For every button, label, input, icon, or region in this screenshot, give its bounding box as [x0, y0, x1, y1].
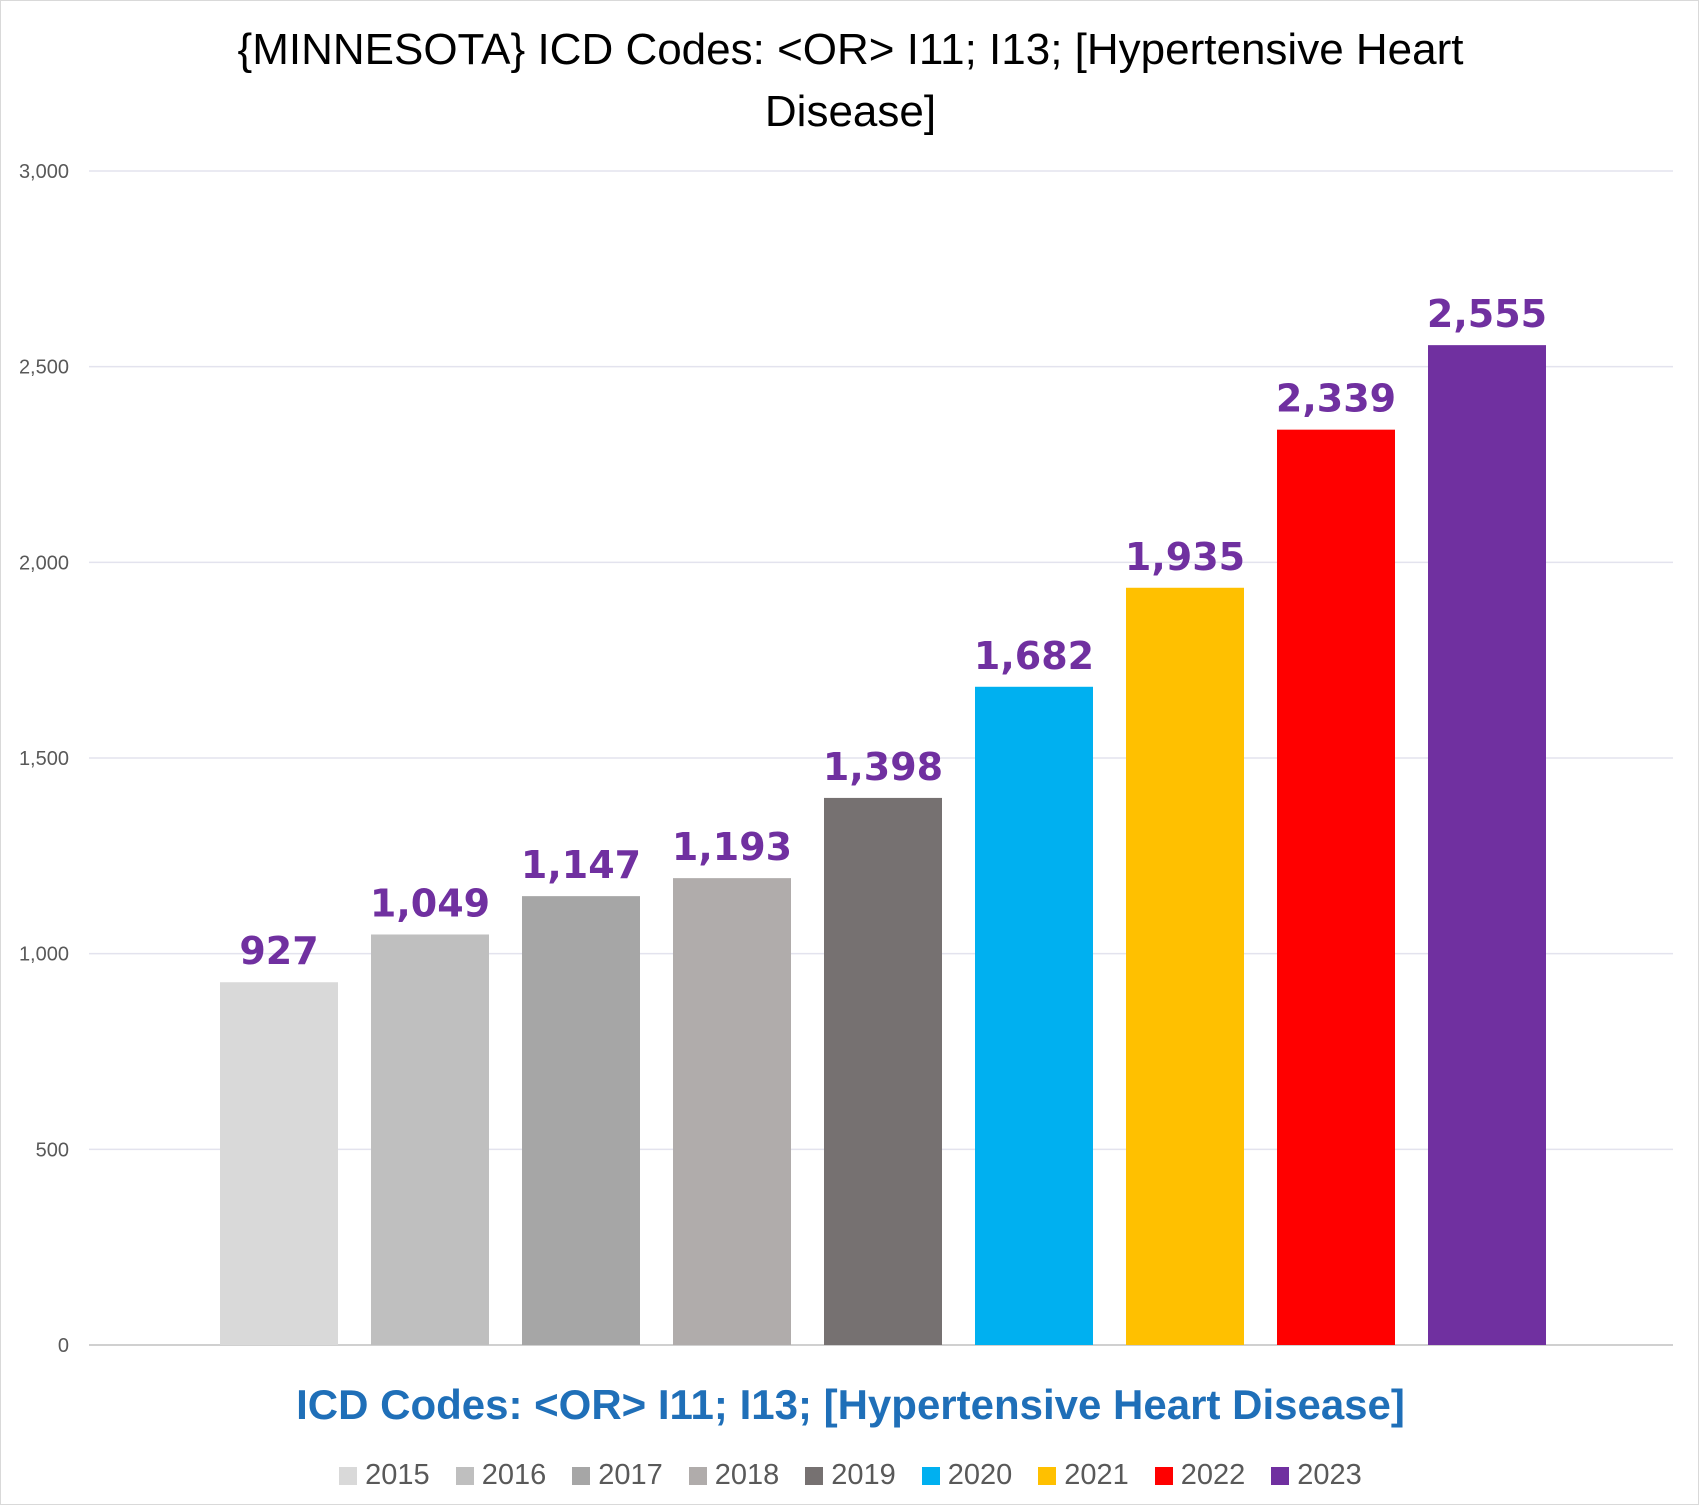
data-labels: 927 1,049 1,147 1,193 1,398 1,682 1,935 2,339 2,…	[239, 292, 1547, 973]
y-tick-label: 1,000	[19, 944, 69, 966]
legend-label: 2019	[831, 1459, 896, 1491]
data-label-2018: 1,193	[672, 825, 792, 869]
legend-label: 2015	[365, 1459, 430, 1491]
y-tick-label: 3,000	[19, 161, 69, 183]
y-tick-label: 1,500	[19, 748, 69, 770]
chart-title: {MINNESOTA} ICD Codes: <OR> I11; I13; [H…	[1, 19, 1700, 143]
data-label-2017: 1,147	[521, 843, 641, 887]
legend-label: 2020	[947, 1459, 1013, 1491]
bar-2018	[673, 878, 791, 1345]
legend-item-2015: 2015	[339, 1459, 430, 1492]
x-axis-label: ICD Codes: <OR> I11; I13; [Hypertensive …	[296, 1381, 1405, 1428]
legend-item-2022: 2022	[1154, 1459, 1246, 1492]
legend-label: 2016	[481, 1459, 547, 1491]
legend-label: 2021	[1064, 1459, 1129, 1491]
data-label-2020: 1,682	[974, 634, 1094, 678]
y-tick-label: 0	[58, 1335, 69, 1357]
legend-swatch	[805, 1466, 824, 1485]
legend-swatch	[688, 1466, 707, 1485]
data-label-2016: 1,049	[370, 881, 490, 925]
legend-item-2018: 2018	[688, 1459, 780, 1492]
legend-swatch	[1038, 1466, 1057, 1485]
legend-swatch	[455, 1466, 474, 1485]
legend-label: 2023	[1297, 1459, 1362, 1491]
bar-2017	[522, 896, 640, 1345]
bar-2023	[1428, 345, 1546, 1346]
y-tick-label: 500	[36, 1139, 69, 1161]
legend-swatch	[339, 1466, 358, 1485]
bar-2022	[1277, 429, 1395, 1345]
legend-item-2021: 2021	[1038, 1459, 1129, 1492]
legend: 2015 2016 2017 2018 2019 2020 2021 2022 2023	[1, 1459, 1700, 1492]
legend-label: 2018	[714, 1459, 780, 1491]
legend-item-2023: 2023	[1271, 1459, 1362, 1492]
data-label-2015: 927	[239, 929, 318, 973]
legend-swatch	[572, 1466, 591, 1485]
legend-label: 2017	[598, 1459, 663, 1491]
data-label-2021: 1,935	[1125, 535, 1245, 579]
bar-2016	[371, 934, 489, 1345]
bar-2021	[1126, 587, 1244, 1345]
legend-label: 2022	[1180, 1459, 1246, 1491]
chart-title-line-2: Disease]	[764, 87, 937, 136]
legend-item-2016: 2016	[455, 1459, 547, 1492]
bars	[220, 345, 1546, 1346]
legend-item-2020: 2020	[921, 1459, 1013, 1492]
bar-2020	[975, 686, 1093, 1345]
bar-2019	[824, 797, 942, 1345]
y-tick-label: 2,000	[19, 552, 69, 574]
chart-title-line-1: {MINNESOTA} ICD Codes: <OR> I11; I13; [H…	[237, 25, 1464, 74]
data-label-2022: 2,339	[1276, 377, 1396, 421]
data-label-2023: 2,555	[1427, 292, 1547, 336]
bar-2015	[220, 982, 338, 1345]
y-axis-ticks: 0 500 1,000 1,500 2,000 2,500 3,000	[19, 161, 69, 1357]
legend-swatch	[921, 1466, 940, 1485]
legend-swatch	[1271, 1466, 1290, 1485]
data-label-2019: 1,398	[823, 745, 943, 789]
legend-item-2017: 2017	[572, 1459, 663, 1492]
legend-swatch	[1154, 1466, 1173, 1485]
legend-item-2019: 2019	[805, 1459, 896, 1492]
y-tick-label: 2,500	[19, 357, 69, 379]
